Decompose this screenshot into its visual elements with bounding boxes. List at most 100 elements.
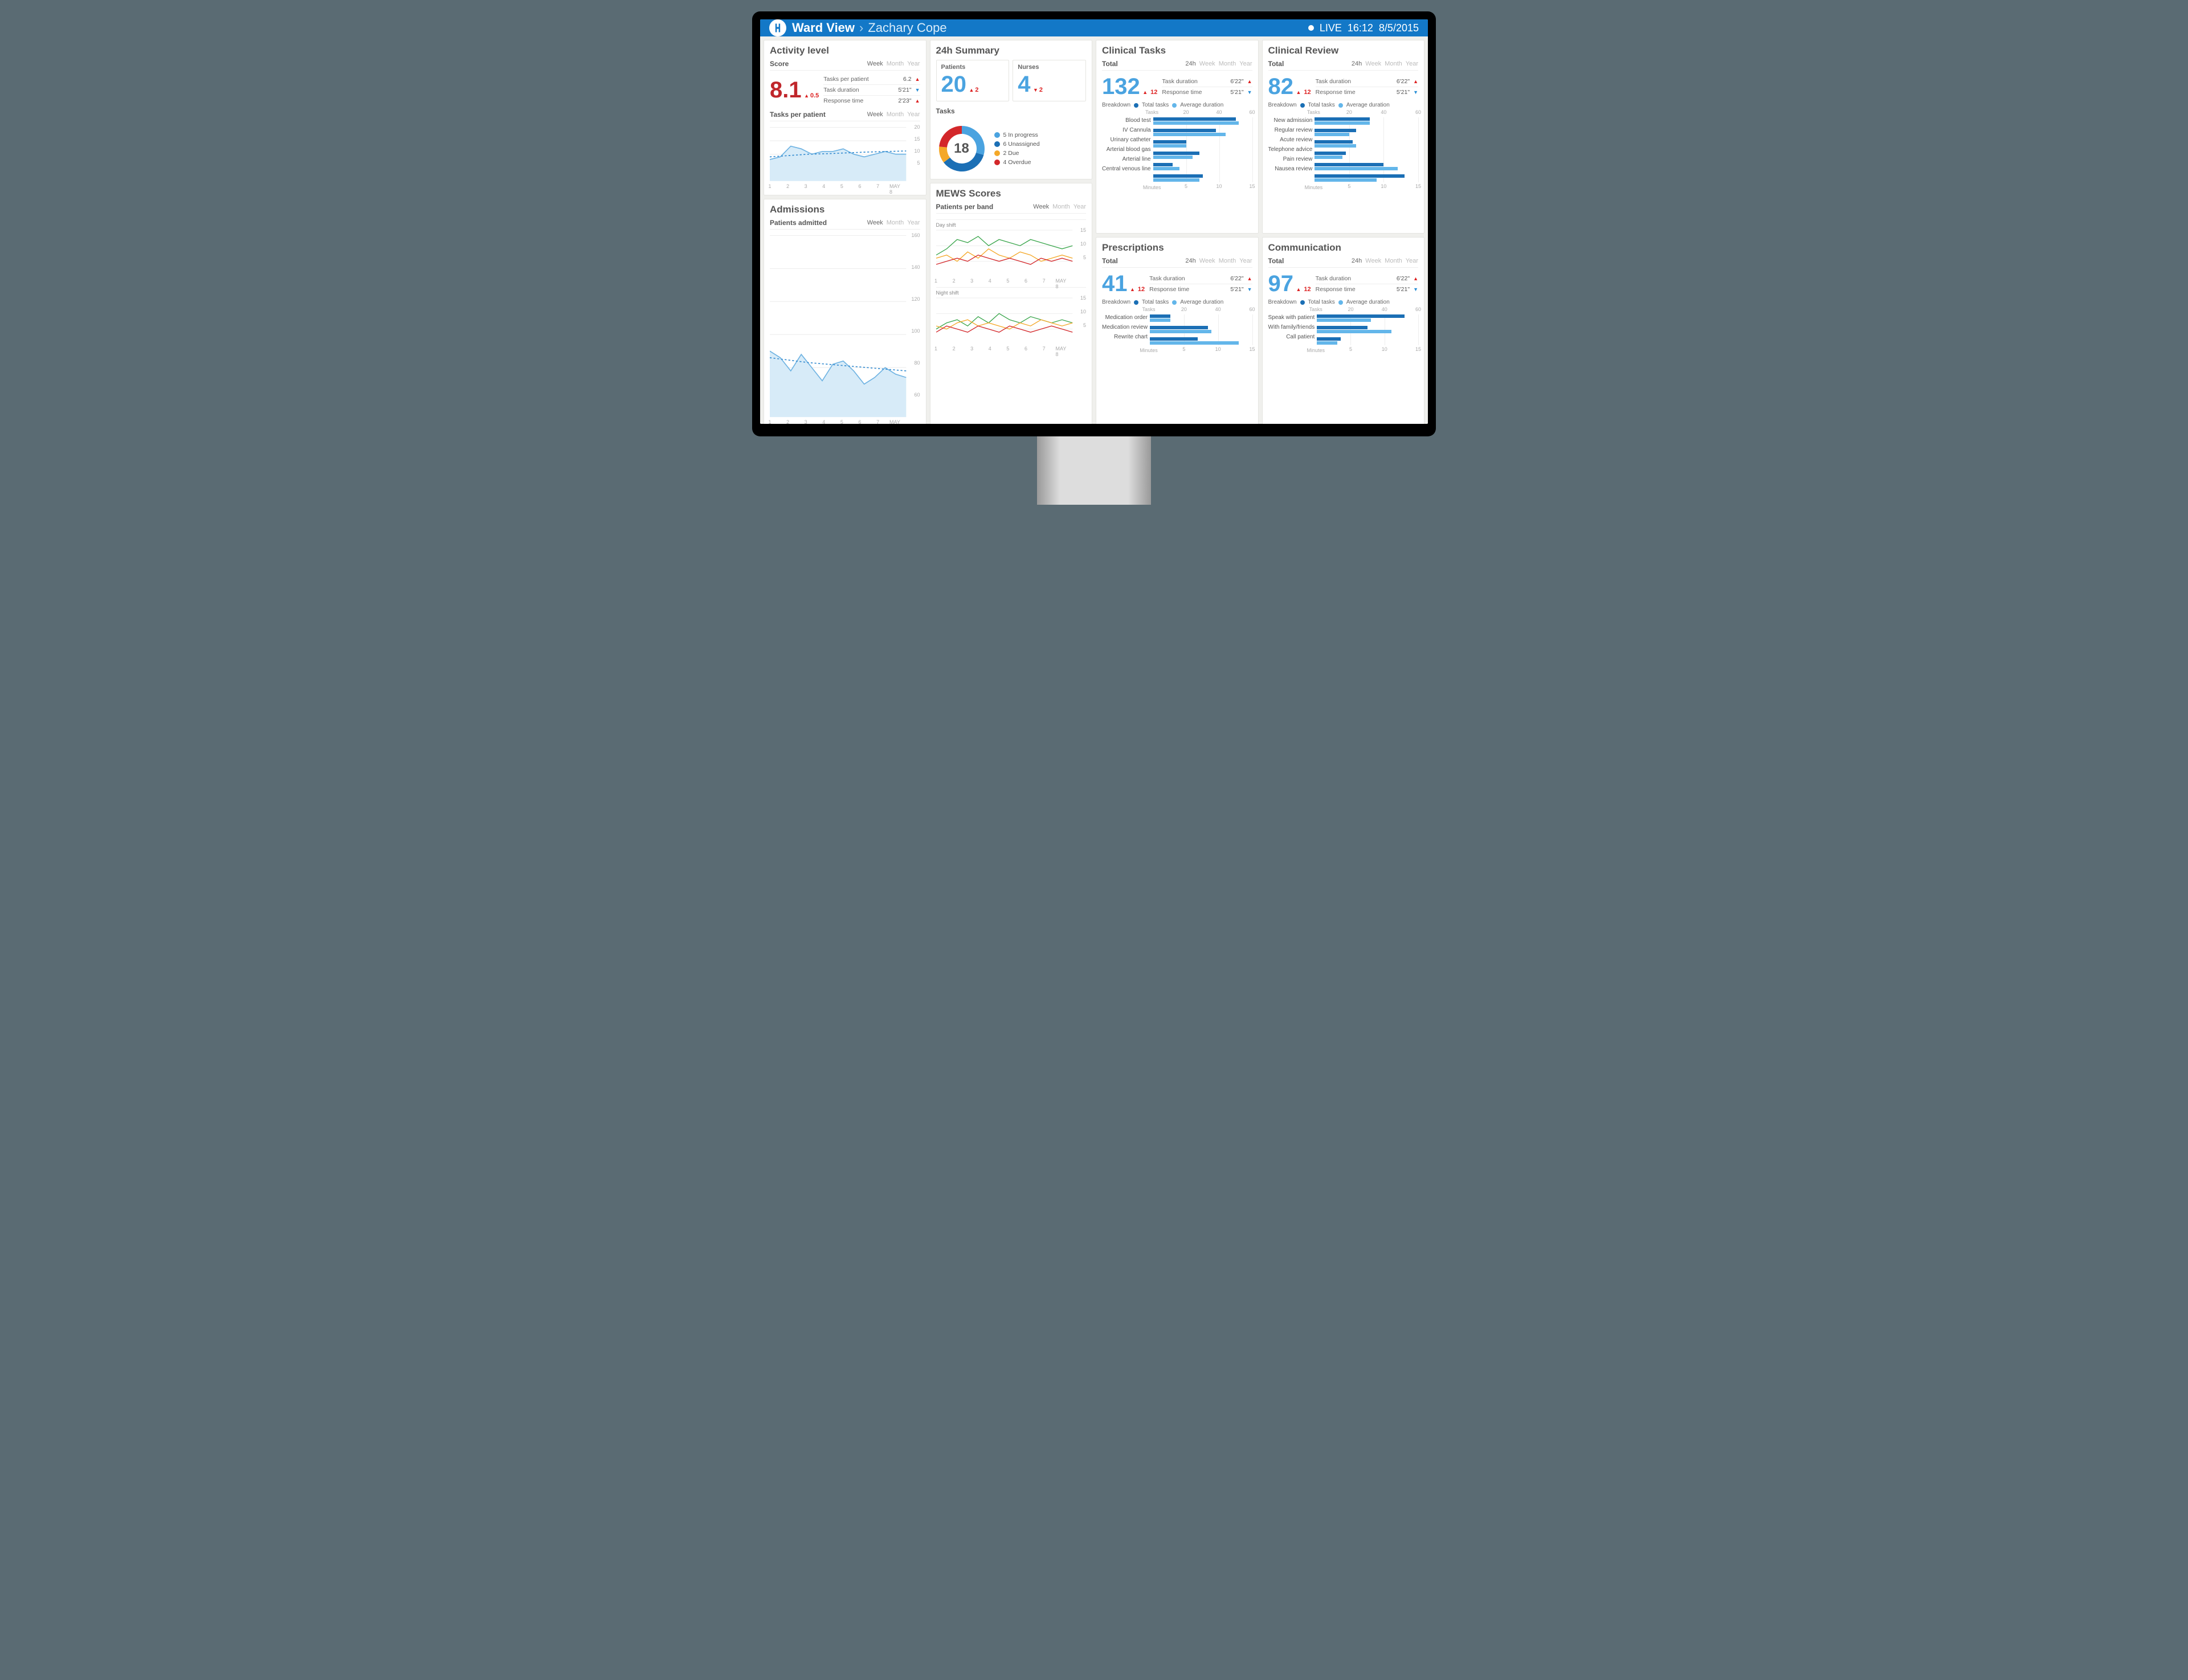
tab-month[interactable]: Month <box>887 219 904 226</box>
bar-label: Blood test <box>1125 117 1150 124</box>
tab-month[interactable]: Month <box>1052 203 1070 210</box>
tab-year[interactable]: Year <box>1406 60 1418 67</box>
tasks-label: Tasks <box>936 107 955 115</box>
tab-year[interactable]: Year <box>1073 203 1086 210</box>
trend-up-icon: ▲ <box>1247 79 1252 84</box>
trend-down-icon: ▼ <box>915 88 920 93</box>
bar-label: Pain review <box>1283 156 1313 162</box>
trend-down-icon: ▼ <box>1247 287 1252 292</box>
activity-title: Activity level <box>770 45 920 56</box>
tab-year[interactable]: Year <box>907 60 920 67</box>
bar-label: New admission <box>1274 117 1313 124</box>
tab-year[interactable]: Year <box>907 219 920 226</box>
activity-card: Activity level Score Week Month Year 8.1… <box>764 40 926 195</box>
total-label: Total <box>1102 257 1118 265</box>
chevron-right-icon: › <box>859 21 863 35</box>
clock-time: 16:12 <box>1348 22 1373 34</box>
tab-week[interactable]: Week <box>1365 257 1381 264</box>
app-logo <box>769 19 786 36</box>
clinical-review-card: Clinical ReviewTotal 24h Week Month Year… <box>1262 40 1425 234</box>
tab-month[interactable]: Month <box>1385 60 1402 67</box>
mews-title: MEWS Scores <box>936 188 1087 199</box>
tasks-legend: 5 In progress6 Unassigned2 Due4 Overdue <box>994 132 1040 166</box>
bar-label: Arterial blood gas <box>1107 146 1151 153</box>
clinical_tasks-title: Clinical Tasks <box>1102 45 1252 56</box>
screen: Ward View › Zachary Cope LIVE 16:12 8/5/… <box>760 19 1428 424</box>
bar-label: Urinary catheter <box>1110 137 1150 143</box>
summary-title: 24h Summary <box>936 45 1087 56</box>
bar-row <box>1150 314 1252 322</box>
clinical_review-chart: New admissionRegular reviewAcute reviewT… <box>1268 109 1419 190</box>
breakdown-legend: Breakdown Total tasks Average duration <box>1268 102 1419 108</box>
tab-week[interactable]: Week <box>1199 257 1215 264</box>
tab-week[interactable]: Week <box>867 60 883 67</box>
tab-month[interactable]: Month <box>887 111 904 118</box>
clinical-tasks-card: Clinical TasksTotal 24h Week Month Year … <box>1096 40 1259 234</box>
total-label: Total <box>1268 257 1284 265</box>
bar-label: Medication review <box>1102 324 1148 330</box>
nurses-label: Nurses <box>1018 64 1081 71</box>
admissions-chart: 60801001201401601234567MAY 8 <box>770 233 920 424</box>
bar-row <box>1315 117 1418 125</box>
patients-label: Patients <box>941 64 1005 71</box>
breadcrumb-root[interactable]: Ward View <box>792 21 855 35</box>
trend-up-icon: ▲ <box>1247 276 1252 281</box>
tab-year[interactable]: Year <box>907 111 920 118</box>
tab-year[interactable]: Year <box>1239 257 1252 264</box>
topbar: Ward View › Zachary Cope LIVE 16:12 8/5/… <box>760 19 1428 36</box>
tab-24h[interactable]: 24h <box>1185 257 1195 264</box>
activity-period-tabs: Week Month Year <box>867 60 920 67</box>
bar-label: Nausea review <box>1275 166 1312 172</box>
tasks-donut-chart: 18 <box>936 123 987 174</box>
admissions-title: Admissions <box>770 204 920 215</box>
tab-year[interactable]: Year <box>1239 60 1252 67</box>
day-shift-label: Day shift <box>936 222 1087 228</box>
bar-label: Rewrite chart <box>1114 334 1148 340</box>
clinical_tasks-chart: Blood test IV Cannula Urinary catheter Arte… <box>1102 109 1252 190</box>
admissions-card: Admissions Patients admitted Week Month … <box>764 199 926 424</box>
patients-value: 20 <box>941 72 967 97</box>
activity-score: 8.1 <box>770 77 802 103</box>
live-indicator-icon <box>1308 25 1314 31</box>
tab-month[interactable]: Month <box>1385 257 1402 264</box>
tab-week[interactable]: Week <box>1033 203 1049 210</box>
trend-up-icon: ▲ <box>1413 79 1418 84</box>
tab-week[interactable]: Week <box>1365 60 1381 67</box>
tab-month[interactable]: Month <box>1219 257 1236 264</box>
total-label: Total <box>1268 60 1284 68</box>
prescriptions-kv: Task duration6'22"▲ Response time5'21"▼ <box>1149 273 1252 295</box>
tab-24h[interactable]: 24h <box>1185 60 1195 67</box>
bar-label: Arterial line <box>1122 156 1151 162</box>
breakdown-legend: Breakdown Total tasks Average duration <box>1102 299 1252 305</box>
bar-row <box>1317 337 1418 345</box>
bar-label: Acute review <box>1280 137 1312 143</box>
communication-total: 97 <box>1268 271 1294 296</box>
mews-day-chart: 510151234567MAY 8 <box>936 228 1087 285</box>
tab-month[interactable]: Month <box>1219 60 1236 67</box>
legend-item: 5 In progress <box>994 132 1040 138</box>
legend-item: 2 Due <box>994 150 1040 157</box>
bar-label: IV Cannula <box>1122 127 1150 133</box>
bar-label: Telephone advice <box>1268 146 1313 153</box>
tab-24h[interactable]: 24h <box>1352 257 1362 264</box>
bar-label: Call patient <box>1286 334 1315 340</box>
bar-label: Central venous line <box>1102 166 1151 172</box>
patients-delta: ▲2 <box>969 87 978 93</box>
clinical_tasks-kv: Task duration6'22"▲ Response time5'21"▼ <box>1162 76 1252 97</box>
mews-card: MEWS Scores Patients per band Week Month… <box>930 183 1093 424</box>
clinical_tasks-delta: ▲ 12 <box>1142 89 1157 96</box>
legend-item: 6 Unassigned <box>994 141 1040 148</box>
tab-24h[interactable]: 24h <box>1352 60 1362 67</box>
bar-row <box>1315 129 1418 137</box>
tab-month[interactable]: Month <box>887 60 904 67</box>
tab-year[interactable]: Year <box>1406 257 1418 264</box>
clinical_review-total: 82 <box>1268 74 1294 99</box>
tab-week[interactable]: Week <box>1199 60 1215 67</box>
communication-card: CommunicationTotal 24h Week Month Year 9… <box>1262 237 1425 424</box>
tab-week[interactable]: Week <box>867 219 883 226</box>
tpp-chart: 51015201234567MAY 8 <box>770 125 920 190</box>
tab-week[interactable]: Week <box>867 111 883 118</box>
prescriptions-chart: Medication orderMedication reviewRewrite… <box>1102 306 1252 353</box>
bar-row <box>1153 140 1252 148</box>
monitor-frame: Ward View › Zachary Cope LIVE 16:12 8/5/… <box>752 11 1436 436</box>
